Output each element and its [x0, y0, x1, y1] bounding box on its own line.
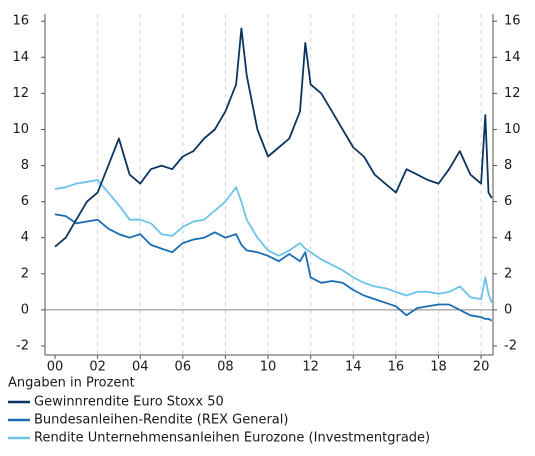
y-tick-label: 12 — [12, 86, 29, 101]
y2-tick-label: 10 — [504, 122, 521, 137]
y2-tick-label: 12 — [504, 86, 521, 101]
y-tick-label: 0 — [21, 302, 29, 317]
x-tick-label: 02 — [89, 360, 106, 375]
x-tick-label: 20 — [473, 360, 490, 375]
y-tick-label: 16 — [12, 14, 29, 29]
y2-tick-label: 0 — [504, 302, 512, 317]
y-tick-label: 14 — [12, 50, 29, 65]
y2-tick-label: 16 — [504, 14, 521, 29]
series-line — [54, 213, 493, 322]
y2-tick-label: 8 — [504, 158, 512, 173]
x-tick-label: 04 — [132, 360, 149, 375]
legend-label: Rendite Unternehmensanleihen Eurozone (I… — [34, 431, 430, 446]
y-tick-label: 4 — [21, 230, 29, 245]
x-tick-label: 10 — [260, 360, 277, 375]
y2-tick-label: 6 — [504, 194, 512, 209]
y2-tick-label: 14 — [504, 50, 521, 65]
series-line — [54, 27, 493, 248]
y2-tick-label: 2 — [504, 266, 512, 281]
legend-label: Gewinnrendite Euro Stoxx 50 — [34, 395, 224, 410]
x-tick-label: 08 — [217, 360, 234, 375]
x-tick-label: 14 — [345, 360, 362, 375]
y2-tick-label: -2 — [504, 338, 517, 353]
series-line — [54, 179, 493, 304]
y2-tick-label: 4 — [504, 230, 512, 245]
y-tick-label: 8 — [21, 158, 29, 173]
x-tick-label: 06 — [175, 360, 192, 375]
y-tick-label: -2 — [16, 338, 29, 353]
x-tick-label: 18 — [430, 360, 447, 375]
chart-note: Angaben in Prozent — [8, 376, 135, 391]
y-tick-label: 2 — [21, 266, 29, 281]
x-tick-label: 12 — [302, 360, 319, 375]
y-tick-label: 10 — [12, 122, 29, 137]
x-tick-label: 16 — [388, 360, 405, 375]
legend-label: Bundesanleihen-Rendite (REX General) — [34, 413, 288, 428]
y-tick-label: 6 — [21, 194, 29, 209]
x-tick-label: 00 — [47, 360, 64, 375]
